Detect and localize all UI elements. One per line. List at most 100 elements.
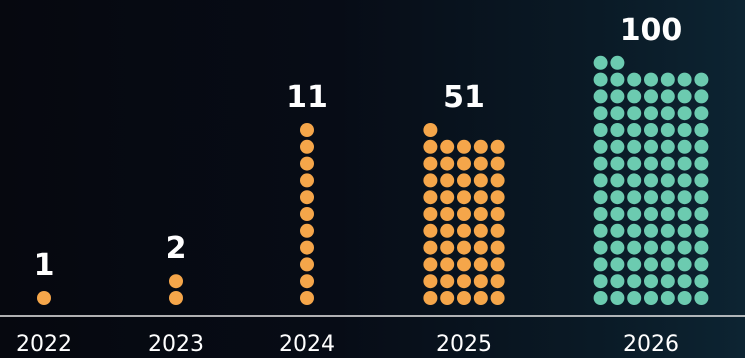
dot-2026-71 xyxy=(593,123,608,137)
dot-2025-25 xyxy=(490,223,505,238)
x-tick-label-2023: 2023 xyxy=(148,332,204,357)
dot-2025-29 xyxy=(473,207,488,221)
dot-2026-52 xyxy=(627,173,642,188)
dot-2026-91 xyxy=(694,89,709,104)
dot-2026-49 xyxy=(694,190,709,205)
dot-column-2024 xyxy=(300,123,314,305)
dot-2026-66 xyxy=(627,139,642,154)
dot-2026-8 xyxy=(593,274,608,289)
dot-2026-29 xyxy=(593,223,608,238)
dot-2026-63 xyxy=(694,156,709,171)
dot-2026-7 xyxy=(694,291,709,305)
dot-2026-50 xyxy=(593,173,608,188)
dot-2024-10 xyxy=(300,139,314,154)
dot-2025-38 xyxy=(457,173,471,188)
dot-2026-9 xyxy=(610,274,625,289)
dot-2026-94 xyxy=(627,72,642,87)
dot-2026-27 xyxy=(677,240,692,255)
dot-2026-43 xyxy=(593,190,608,205)
dot-2026-85 xyxy=(593,89,608,104)
dot-2026-70 xyxy=(694,139,709,154)
dot-2026-1 xyxy=(593,291,608,305)
dot-2026-88 xyxy=(644,89,658,104)
dot-2025-21 xyxy=(423,223,438,238)
value-label-2026: 100 xyxy=(620,13,683,48)
dot-2023-2 xyxy=(169,274,183,289)
dot-2026-78 xyxy=(593,106,608,121)
x-tick-label-2025: 2025 xyxy=(436,332,492,357)
dot-2026-21 xyxy=(694,257,709,272)
dot-2025-48 xyxy=(457,139,471,154)
dot-2026-75 xyxy=(660,123,675,137)
dot-2026-59 xyxy=(627,156,642,171)
dot-2024-11 xyxy=(300,123,314,137)
dot-2025-49 xyxy=(473,139,488,154)
dot-2026-56 xyxy=(694,173,709,188)
dot-2026-81 xyxy=(644,106,658,121)
dot-2026-90 xyxy=(677,89,692,104)
dot-2025-42 xyxy=(440,156,455,171)
dot-2025-36 xyxy=(423,173,438,188)
dot-2025-14 xyxy=(473,257,488,272)
dot-2026-51 xyxy=(610,173,625,188)
dot-2025-7 xyxy=(440,274,455,289)
dot-2025-6 xyxy=(423,274,438,289)
dot-2025-11 xyxy=(423,257,438,272)
dot-2026-57 xyxy=(593,156,608,171)
dot-2025-39 xyxy=(473,173,488,188)
dot-2025-12 xyxy=(440,257,455,272)
dot-2025-20 xyxy=(490,240,505,255)
dot-2022-1 xyxy=(37,291,51,305)
dot-2026-96 xyxy=(660,72,675,87)
dot-2024-4 xyxy=(300,240,314,255)
dot-2026-95 xyxy=(644,72,658,87)
dot-2024-7 xyxy=(300,190,314,205)
dot-column-2025 xyxy=(423,123,505,305)
dot-2024-5 xyxy=(300,223,314,238)
dot-2026-16 xyxy=(610,257,625,272)
dot-2025-37 xyxy=(440,173,455,188)
dot-2025-3 xyxy=(457,291,471,305)
dot-column-2026 xyxy=(593,55,709,305)
dot-2026-34 xyxy=(677,223,692,238)
dot-2026-48 xyxy=(677,190,692,205)
dot-2026-45 xyxy=(627,190,642,205)
dot-2025-17 xyxy=(440,240,455,255)
dot-2025-27 xyxy=(440,207,455,221)
dot-2024-3 xyxy=(300,257,314,272)
dot-2026-17 xyxy=(627,257,642,272)
dot-2026-84 xyxy=(694,106,709,121)
dot-2025-5 xyxy=(490,291,505,305)
dot-2025-2 xyxy=(440,291,455,305)
dot-2026-30 xyxy=(610,223,625,238)
value-label-2025: 51 xyxy=(443,80,485,115)
dot-2026-12 xyxy=(660,274,675,289)
dot-2025-10 xyxy=(490,274,505,289)
dot-2026-33 xyxy=(660,223,675,238)
dot-2025-50 xyxy=(490,139,505,154)
dot-2026-68 xyxy=(660,139,675,154)
dot-2026-20 xyxy=(677,257,692,272)
x-tick-label-2024: 2024 xyxy=(279,332,335,357)
dot-2025-43 xyxy=(457,156,471,171)
dot-2026-92 xyxy=(593,72,608,87)
dot-2024-9 xyxy=(300,156,314,171)
dot-2025-32 xyxy=(440,190,455,205)
dot-2025-18 xyxy=(457,240,471,255)
dot-2026-89 xyxy=(660,89,675,104)
dot-2025-31 xyxy=(423,190,438,205)
dot-2025-44 xyxy=(473,156,488,171)
dot-2026-100 xyxy=(610,55,625,70)
dot-2026-98 xyxy=(694,72,709,87)
dot-2026-46 xyxy=(644,190,658,205)
labels-layer: 1 2 11 51 100 xyxy=(34,13,683,283)
value-label-2022: 1 xyxy=(34,248,55,283)
dot-2025-15 xyxy=(490,257,505,272)
dot-2023-1 xyxy=(169,291,183,305)
dot-2026-69 xyxy=(677,139,692,154)
dot-2025-4 xyxy=(473,291,488,305)
dot-2024-1 xyxy=(300,291,314,305)
dot-2026-97 xyxy=(677,72,692,87)
dot-2025-47 xyxy=(440,139,455,154)
